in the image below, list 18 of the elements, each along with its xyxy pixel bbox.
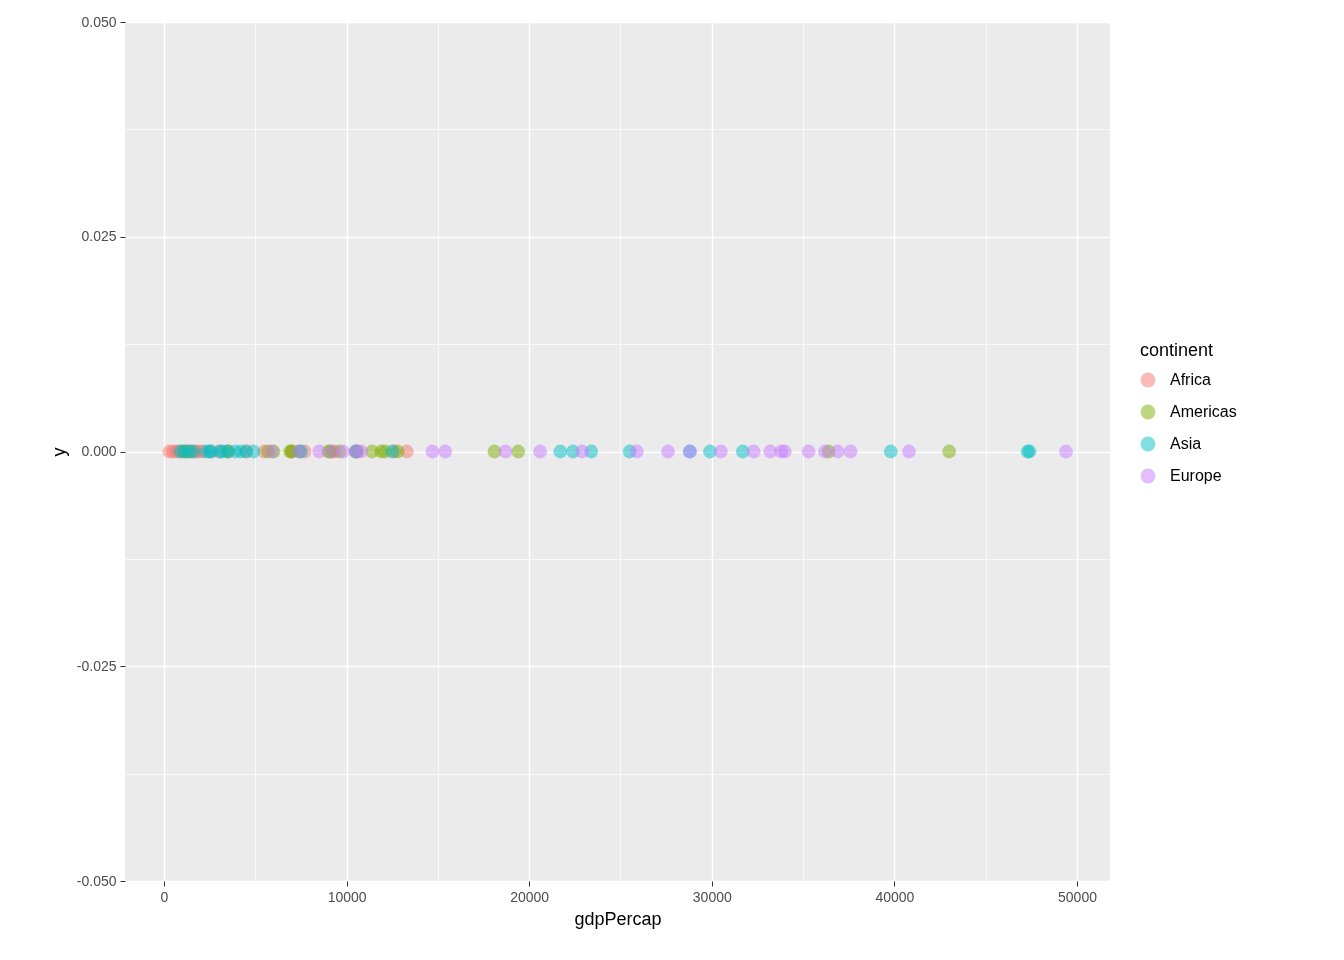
x-tick-label: 0 [160, 888, 169, 905]
y-tick-label: 0.025 [81, 228, 117, 245]
x-tick-label: 40000 [875, 888, 915, 905]
y-tick-label: -0.025 [76, 657, 117, 674]
legend-label: Africa [1170, 371, 1211, 388]
y-axis-title: y [48, 447, 69, 457]
x-tick-label: 30000 [692, 888, 732, 905]
y-tick-label: 0.000 [81, 443, 117, 459]
y-tick-label: 0.050 [81, 13, 117, 30]
legend-label: Europe [1170, 467, 1222, 484]
legend-label: Americas [1170, 403, 1237, 420]
x-tick-label: 10000 [327, 888, 367, 905]
legend-label: Asia [1170, 435, 1202, 452]
x-tick-label: 20000 [510, 888, 550, 905]
y-tick-label: -0.050 [76, 872, 117, 889]
x-axis-title: gdpPercap [574, 908, 662, 929]
x-tick-label: 50000 [1058, 888, 1098, 905]
legend-title: continent [1140, 340, 1214, 360]
